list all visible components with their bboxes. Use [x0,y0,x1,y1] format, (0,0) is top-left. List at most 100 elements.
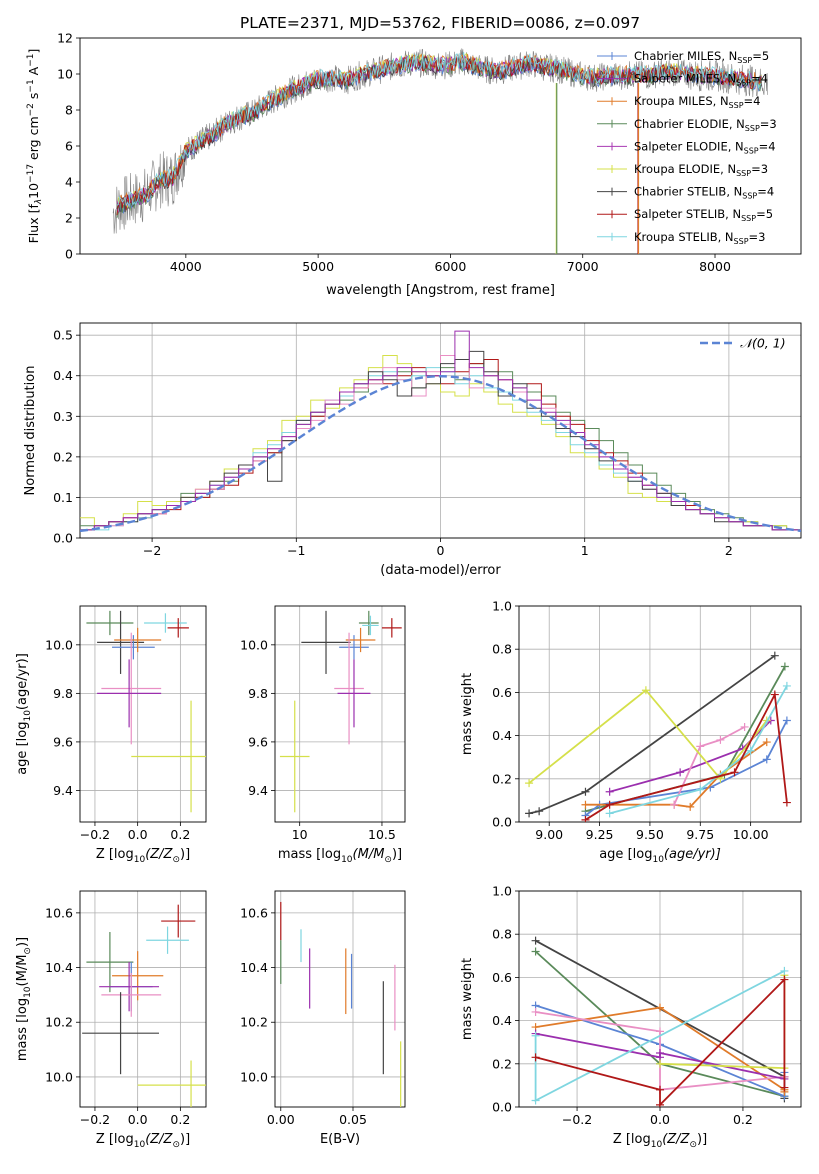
mass-weight-vs-metallicity-panel: −0.2 0.0 0.2 0.0 0.2 0.4 0.6 0.8 1.0 Z [log10(Z/Z… [460,884,802,1150]
y-tick-label: 9.4 [248,783,268,798]
x-tick-label: 10.5 [368,827,396,842]
weight-point-marker [780,975,789,984]
y-axis-label: Normed distribution [23,366,38,496]
label-part: =4 [744,94,761,108]
x-tick-label: 4000 [170,259,202,274]
label-part: age [log [599,847,652,862]
label-part: −1 [26,79,36,92]
weight-series-line [659,975,786,1070]
weight-point-marker [782,798,791,807]
label-part: SSP [736,169,751,178]
label-part: =4 [759,139,776,153]
plot-area [531,936,789,1107]
x-tick-label: 7000 [567,259,599,274]
label-part: )] [392,847,402,862]
label-part: −2 [26,103,36,116]
x-tick-label: −0.2 [562,1112,592,1127]
label-part: Kroupa ELODIE, N [634,162,736,176]
label-part: λ [34,199,44,205]
label-part: )] [180,1132,190,1147]
x-tick-label: 9.25 [586,827,614,842]
label-part: (M/M [353,847,385,862]
weight-point-marker [696,742,705,751]
label-part: Kroupa MILES, N [634,94,729,108]
label-part: SSP [736,79,751,88]
weight-series-line [528,688,768,784]
x-axis-label: E(B-V) [320,1132,360,1147]
label-part: mass [log [278,847,341,862]
y-tick-label: 1.0 [492,884,512,899]
x-axis-label: Z [log10(Z/Z⊙)] [613,1132,707,1150]
weight-series-line [673,726,746,806]
axes-frame [274,605,406,823]
label-part: Chabrier STELIB, N [634,185,742,199]
label-part: Chabrier MILES, N [634,49,737,63]
x-tick-label: 8000 [699,259,731,274]
weight-point-marker [780,1083,789,1092]
y-tick-label: 0.2 [492,771,512,786]
label-part: =4 [751,72,768,86]
weight-point-marker [730,768,739,777]
weight-series-line [585,741,768,808]
y-axis-label: mass weight [460,958,475,1040]
age-vs-metallicity-panel: −0.2 0.0 0.29.49.69.810.0Z [log10(Z/Z⊙)]ag… [15,605,207,865]
label-part: SSP [744,146,759,155]
y-tick-label: 0.6 [492,685,512,700]
weight-point-marker [746,746,755,755]
label-part: E(B-V) [320,1132,360,1147]
label-part: (M/M [15,955,30,987]
weight-point-marker [686,802,695,811]
weight-point-marker [531,1053,540,1062]
label-part: age [log [15,722,30,775]
x-axis-label: Z [log10(Z/Z⊙)] [96,1132,190,1150]
label-part: (Z/Z [145,847,173,862]
label-part: SSP [741,214,756,223]
label-part: Z [log [96,1132,134,1147]
y-tick-label: 6 [65,139,73,154]
weight-point-marker [656,1003,664,1012]
y-tick-label: 0 [65,247,73,262]
label-part: )] [180,847,190,862]
y-tick-label: 0.6 [492,970,512,985]
y-tick-label: 10.2 [45,1015,73,1030]
y-tick-label: 10.6 [45,905,73,920]
y-tick-label: 8 [65,103,73,118]
label-part: A [26,66,41,79]
label-part: =5 [756,207,773,221]
label-part: =3 [760,117,777,131]
normal-distribution-curve [80,374,801,533]
label-part: SSP [729,101,744,110]
plot-area [279,610,402,813]
label-part: ] [26,49,41,54]
label-part: (age/yr)] [664,847,721,862]
label-part: mass [log [15,998,30,1061]
x-axis-label: mass [log10(M/M⊙)] [278,847,402,865]
x-tick-label: −0.2 [80,1112,110,1127]
label-part: Chabrier ELODIE, N [634,117,745,131]
label-part: (data-model)/error [380,563,501,578]
y-tick-label: 0.4 [492,1013,512,1028]
y-tick-label: 10.4 [240,960,268,975]
x-axis-label: Z [log10(Z/Z⊙)] [96,847,190,865]
label-part: )] [697,1132,707,1147]
x-tick-label: 0 [437,543,445,558]
label-part: −1 [26,54,36,67]
y-tick-label: 0.4 [53,368,73,383]
y-tick-label: 4 [65,175,73,190]
weight-point-marker [531,1007,540,1016]
legend-label: Chabrier MILES, NSSP=5 [634,49,769,65]
label-part: 10 [651,1140,663,1150]
weight-point-marker [780,966,789,975]
x-tick-label: 5000 [302,259,334,274]
label-part: ⊙ [689,1140,697,1150]
y-tick-label: 0.2 [492,1056,512,1071]
y-tick-label: 9.8 [53,686,73,701]
label-part: )] [15,937,30,947]
weight-point-marker [656,1027,664,1036]
weight-point-marker [656,1100,664,1107]
x-tick-label: 1 [581,543,589,558]
label-part: 10 [652,855,664,865]
weight-point-marker [782,681,791,690]
